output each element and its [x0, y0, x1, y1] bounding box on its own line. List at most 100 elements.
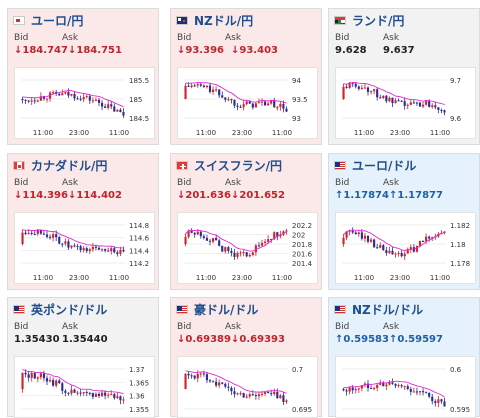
candle-body — [91, 246, 94, 250]
candle-body — [354, 232, 357, 235]
y-tick-label: 1.365 — [129, 379, 149, 387]
candle-body — [211, 237, 215, 242]
candle-body — [418, 240, 422, 246]
currency-pair-link[interactable]: NZドル/ドル — [352, 302, 424, 317]
us-flag-icon — [13, 304, 25, 314]
ask-value: ↑0.59597 — [389, 334, 443, 345]
bid-label: Bid — [14, 33, 29, 43]
currency-pair-link[interactable]: ユーロ/円 — [31, 13, 84, 28]
currency-pair-link[interactable]: NZドル/円 — [194, 13, 254, 28]
bid-number: 201.636 — [185, 190, 231, 201]
candle-body — [199, 231, 202, 237]
x-tick-label: 11:00 — [430, 129, 450, 137]
candle-body — [52, 92, 55, 94]
candle-body — [373, 239, 376, 248]
currency-pair-link[interactable]: 英ポンド/ドル — [31, 302, 108, 317]
bid-label: Bid — [177, 178, 192, 188]
candle-body — [230, 250, 233, 253]
candle-body — [376, 384, 379, 389]
candle-body — [205, 374, 209, 381]
candle-body — [373, 89, 376, 92]
candle-body — [48, 380, 52, 382]
currency-panel[interactable]: スイスフラン/円 Bid Ask ↓201.636 ↓201.652 202.2 202 20… — [170, 153, 322, 290]
bid-number: 0.69389 — [185, 334, 231, 345]
candle-body — [61, 383, 64, 391]
y-tick-label: 201.4 — [292, 260, 313, 268]
currency-pair-link[interactable]: スイスフラン/円 — [194, 158, 283, 173]
candle-body — [412, 102, 415, 104]
currency-pair-link[interactable]: ユーロ/ドル — [352, 158, 417, 173]
rate-chart[interactable]: 0.7 0.695 — [177, 356, 318, 418]
ask-label: Ask — [225, 178, 242, 188]
candle-body — [187, 373, 190, 376]
currency-panel[interactable]: ランド/円 Bid Ask 9.628 9.637 9.7 9.6 11:00 23:00 11:… — [328, 8, 480, 145]
bid-number: 114.396 — [22, 190, 68, 201]
rate-chart[interactable]: 1.182 1.18 1.178 11:00 23:00 11:00 — [335, 212, 476, 284]
candle-body — [360, 385, 363, 389]
candle-body — [85, 392, 88, 394]
currency-panel[interactable]: 豪ドル/ドル Bid Ask ↓0.69389 ↓0.69393 0.7 0.695 — [170, 297, 322, 418]
bid-value: ↓201.636 — [177, 190, 231, 201]
candle-body — [91, 393, 94, 397]
rate-chart[interactable]: 202.2 202 201.8 201.6 201.4 11:00 23:00 11:00 — [177, 212, 318, 284]
candle-body — [104, 249, 107, 251]
candle-body — [357, 232, 360, 235]
candle-body — [257, 102, 261, 104]
ask-value: ↓114.402 — [68, 190, 122, 201]
currency-pair-link[interactable]: 豪ドル/ドル — [194, 302, 259, 317]
panel-header: ランド/円 — [334, 12, 404, 28]
candle-body — [97, 99, 101, 103]
candle-body — [425, 236, 428, 242]
candle-body — [64, 92, 67, 94]
nz-flag-icon — [176, 15, 188, 25]
rate-chart[interactable]: 1.37 1.365 1.36 1.355 — [14, 356, 155, 418]
currency-pair-link[interactable]: ランド/円 — [352, 13, 405, 28]
currency-pair-link[interactable]: カナダドル/円 — [31, 158, 108, 173]
candle-body — [100, 249, 104, 251]
candle-body — [421, 240, 425, 242]
candle-body — [279, 395, 282, 399]
candle-body — [351, 230, 354, 233]
moving-average-line — [343, 380, 445, 398]
currency-panel[interactable]: カナダドル/円 Bid Ask ↓114.396 ↓114.402 114.8 114.6 1… — [7, 153, 159, 290]
currency-panel[interactable]: NZドル/ドル Bid Ask ↑0.59583 ↑0.59597 0.6 0.595 — [328, 297, 480, 418]
bid-number: 1.17874 — [343, 190, 389, 201]
candle-body — [388, 382, 391, 385]
bid-number: 184.747 — [22, 45, 68, 56]
rate-chart[interactable]: 94 93.5 93 11:00 23:00 11:00 — [177, 67, 318, 139]
us-flag-icon — [334, 304, 346, 314]
currency-panel[interactable]: ユーロ/ドル Bid Ask ↑1.17874 ↑1.17877 1.182 1.18 1.1… — [328, 153, 480, 290]
ca-flag-icon — [13, 160, 25, 170]
ask-value: ↓184.751 — [68, 45, 122, 56]
us-flag-icon — [334, 160, 346, 170]
currency-panel[interactable]: ユーロ/円 Bid Ask ↓184.747 ↓184.751 185.5 185 184.5… — [7, 8, 159, 145]
bid-number: 1.35430 — [14, 334, 60, 345]
candle-body — [27, 100, 30, 102]
za-flag-icon — [334, 15, 346, 25]
candle-body — [64, 390, 67, 393]
candle-body — [184, 85, 187, 99]
moving-average-line — [185, 370, 287, 394]
candle-body — [39, 230, 42, 234]
arrow-down-icon: ↓ — [177, 190, 186, 201]
currency-panel[interactable]: 英ポンド/ドル Bid Ask 1.35430 1.35440 1.37 1.365 1.36… — [7, 297, 159, 418]
candle-body — [42, 373, 46, 379]
rate-chart[interactable]: 114.8 114.6 114.4 114.2 11:00 23:00 11:00 — [14, 212, 155, 284]
candle-body — [230, 99, 233, 101]
rate-chart[interactable]: 185.5 185 184.5 11:00 23:00 11:00 — [14, 67, 155, 139]
y-tick-label: 93.5 — [292, 96, 308, 104]
rate-chart[interactable]: 9.7 9.6 11:00 23:00 11:00 — [335, 67, 476, 139]
candle-body — [431, 396, 434, 402]
candle-body — [348, 83, 351, 88]
candle-body — [397, 100, 400, 102]
bid-label: Bid — [177, 322, 192, 332]
candle-body — [113, 248, 116, 253]
candle-body — [122, 112, 125, 116]
candle-body — [257, 394, 261, 397]
currency-panel[interactable]: NZドル/円 Bid Ask ↓93.396 ↓93.403 94 93.5 93 11:00 2… — [170, 8, 322, 145]
x-tick-label: 11:00 — [33, 274, 53, 282]
candle-body — [73, 245, 76, 247]
rate-chart[interactable]: 0.6 0.595 — [335, 356, 476, 418]
candle-body — [248, 254, 251, 257]
candle-body — [236, 253, 239, 257]
